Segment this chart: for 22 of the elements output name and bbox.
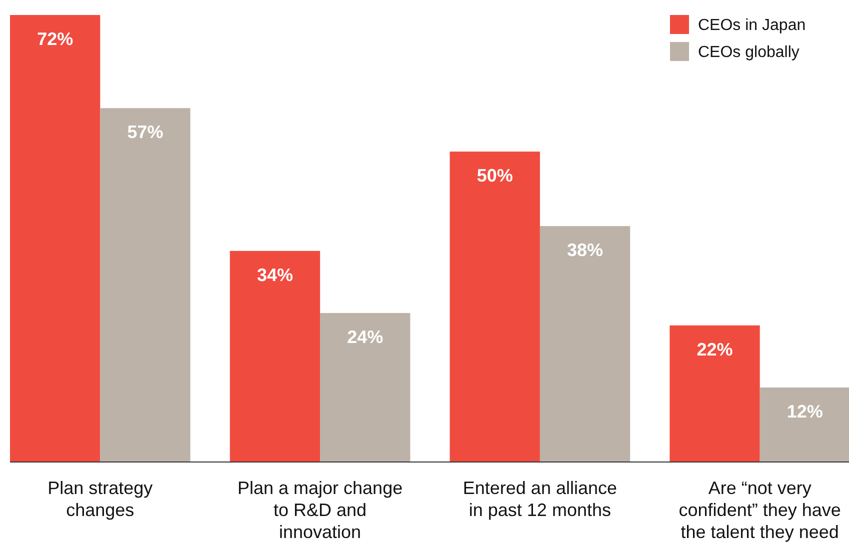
data-label: 57% xyxy=(127,122,164,142)
data-label: 72% xyxy=(37,29,74,49)
bar xyxy=(320,313,410,462)
data-label: 34% xyxy=(256,264,293,285)
bar xyxy=(230,250,320,462)
x-tick-label: Entered an alliance in past 12 months xyxy=(462,478,617,520)
data-label: 50% xyxy=(476,166,513,186)
x-tick-label: Plan a major change to R&D and innovation xyxy=(238,478,403,542)
bar xyxy=(10,15,100,462)
bar xyxy=(450,152,540,462)
bar xyxy=(540,226,630,462)
data-label: 22% xyxy=(696,339,733,360)
bar xyxy=(670,325,760,462)
bar xyxy=(100,108,190,462)
legend-label: CEOs in Japan xyxy=(698,17,806,34)
x-tick-label: Plan strategy changes xyxy=(48,478,153,520)
x-tick-label: Are “not very confident” they have the talent they need xyxy=(678,478,841,542)
data-label: 12% xyxy=(786,402,823,422)
data-label: 24% xyxy=(347,327,384,347)
bar xyxy=(760,388,849,462)
data-label: 38% xyxy=(567,240,604,260)
legend-label: CEOs globally xyxy=(698,44,800,61)
